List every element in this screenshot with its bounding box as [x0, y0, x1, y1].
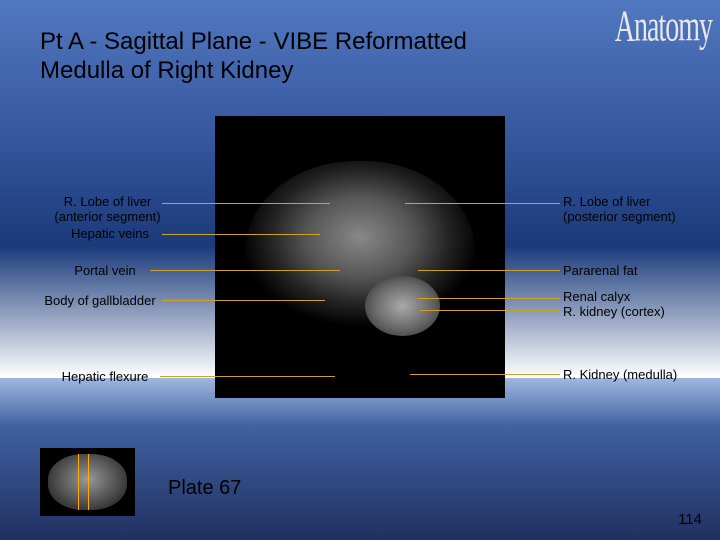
connector-line [418, 298, 560, 299]
label-liver-anterior: R. Lobe of liver (anterior segment) [50, 195, 165, 225]
title-line-2: Medulla of Right Kidney [40, 57, 467, 86]
slide-title: Pt A - Sagittal Plane - VIBE Reformatted… [40, 28, 467, 86]
connector-line [150, 270, 340, 271]
label-liver-posterior: R. Lobe of liver (posterior segment) [563, 195, 703, 225]
connector-line [162, 203, 330, 204]
plate-number: Plate 67 [168, 477, 241, 500]
thumbnail-marker [78, 454, 79, 510]
mri-tissue-region [245, 161, 475, 351]
connector-line [405, 203, 560, 204]
connector-line [418, 270, 560, 271]
label-hepatic-veins: Hepatic veins [60, 227, 160, 242]
thumbnail-marker [88, 454, 89, 510]
label-pararenal-fat: Pararenal fat [563, 264, 683, 279]
connector-line [420, 310, 560, 311]
label-hepatic-flexure: Hepatic flexure [50, 370, 160, 385]
connector-line [160, 376, 335, 377]
page-number: 114 [678, 511, 702, 528]
label-gallbladder: Body of gallbladder [35, 294, 165, 309]
corner-anatomy-label: Anatomy [615, 2, 712, 53]
label-renal-calyx: Renal calyx R. kidney (cortex) [563, 290, 703, 320]
connector-line [162, 234, 320, 235]
thumbnail-image [40, 448, 135, 516]
title-line-1: Pt A - Sagittal Plane - VIBE Reformatted [40, 28, 467, 57]
mri-scan-image [215, 116, 505, 398]
connector-line [162, 300, 325, 301]
label-kidney-medulla: R. Kidney (medulla) [563, 368, 703, 383]
connector-line [410, 374, 560, 375]
label-portal-vein: Portal vein [60, 264, 150, 279]
